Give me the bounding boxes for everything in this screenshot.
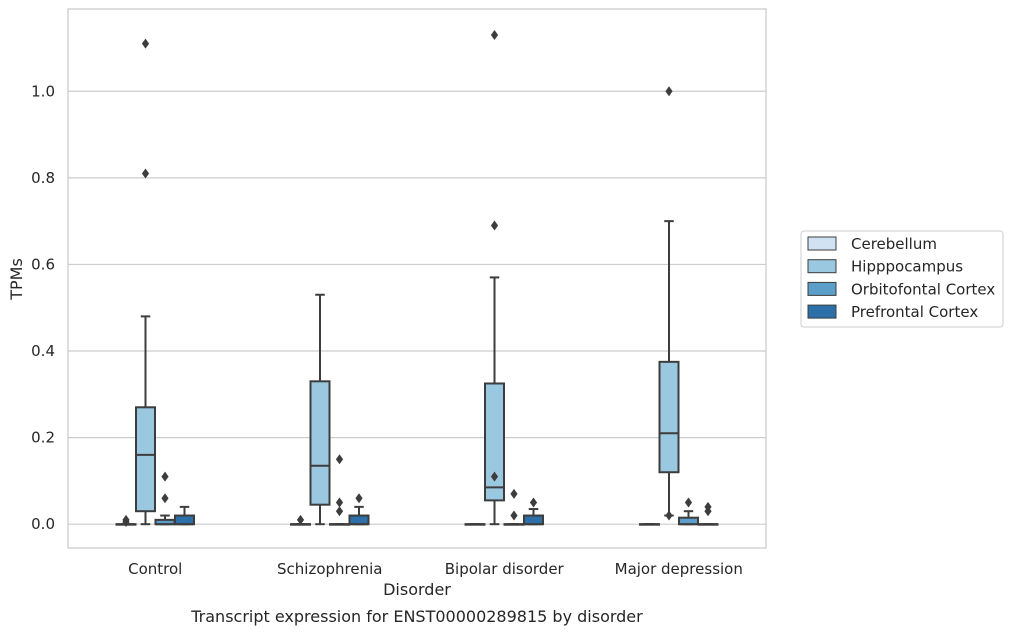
- x-tick-label: Bipolar disorder: [445, 560, 565, 578]
- outlier-point: [529, 497, 538, 508]
- outlier-point: [704, 501, 712, 512]
- box-plot: [503, 488, 525, 526]
- series-hipppocampus: [135, 29, 680, 526]
- y-tick-labels: 0.0 0.2 0.4 0.6 0.8 1.0: [31, 82, 55, 533]
- legend-swatch: [807, 259, 837, 274]
- legend-label: Cerebellum: [851, 235, 937, 253]
- outlier-point: [335, 506, 344, 517]
- x-tick-label: Schizophrenia: [277, 560, 382, 578]
- plot-frame: [67, 8, 767, 549]
- outlier-point: [122, 514, 130, 525]
- box-plot: [658, 86, 680, 521]
- x-tick-labels: Control Schizophrenia Bipolar disorder Majo…: [128, 560, 743, 578]
- box-plot: [697, 501, 719, 526]
- outlier-point: [335, 497, 344, 508]
- outlier-point: [665, 510, 673, 521]
- box-plot: [639, 523, 660, 526]
- box-iqr: [484, 382, 505, 502]
- outlier-point: [355, 493, 363, 504]
- box-iqr: [348, 514, 370, 526]
- outlier-point: [665, 86, 673, 97]
- outlier-point: [141, 168, 150, 179]
- box-plot: [174, 505, 195, 526]
- box-plot: [678, 497, 699, 526]
- legend-label: Hipppocampus: [851, 258, 963, 276]
- series-orbitofontal-cortex: [154, 454, 699, 526]
- outlier-point: [490, 220, 499, 231]
- legend-swatch: [807, 281, 837, 296]
- outlier-point: [684, 497, 693, 508]
- box-plot: [464, 523, 486, 526]
- box-plot: [348, 493, 370, 526]
- y-tick-label: 1.0: [31, 82, 55, 100]
- legend: Cerebellum Hipppocampus Orbitofontal Corte…: [800, 230, 1004, 328]
- legend-swatch: [807, 236, 837, 251]
- outlier-point: [490, 29, 499, 40]
- box-plot: [309, 293, 331, 526]
- box-plot: [484, 29, 505, 526]
- outlier-point: [510, 510, 518, 521]
- y-tick-label: 0.2: [31, 429, 55, 447]
- box-iqr: [658, 360, 680, 474]
- box-plot: [115, 514, 137, 528]
- series-prefrontal-cortex: [174, 493, 719, 526]
- box-iqr: [135, 406, 156, 513]
- outlier-point: [141, 38, 150, 49]
- outlier-point: [296, 514, 305, 525]
- x-tick-label: Control: [128, 560, 182, 578]
- y-tick-label: 0.8: [31, 169, 55, 187]
- series-cerebellum: [115, 514, 660, 528]
- x-axis-title: Disorder: [383, 580, 451, 599]
- legend-swatch: [807, 304, 837, 319]
- y-tick-label: 0.0: [31, 515, 55, 533]
- box-iqr: [174, 514, 195, 526]
- box-plot: [523, 497, 544, 526]
- outlier-point: [510, 488, 518, 499]
- box-plot: [329, 454, 350, 526]
- y-tick-label: 0.4: [31, 342, 55, 360]
- box-plot: [135, 38, 156, 526]
- outlier-point: [335, 454, 344, 465]
- box-groups: [115, 29, 719, 528]
- outlier-point: [490, 471, 499, 482]
- box-iqr: [309, 380, 331, 506]
- legend-label: Prefrontal Cortex: [851, 303, 978, 321]
- y-axis-title: TPMs: [7, 258, 26, 301]
- legend-frame: [800, 230, 1004, 328]
- outlier-point: [161, 471, 169, 482]
- x-tick-label: Major depression: [615, 560, 743, 578]
- box-plot: [290, 514, 311, 526]
- chart-caption: Transcript expression for ENST0000028981…: [190, 607, 643, 626]
- outlier-point: [161, 493, 169, 504]
- y-tick-label: 0.6: [31, 255, 55, 273]
- box-plot: [154, 471, 176, 526]
- legend-label: Orbitofontal Cortex: [851, 280, 995, 298]
- box-iqr: [523, 514, 544, 526]
